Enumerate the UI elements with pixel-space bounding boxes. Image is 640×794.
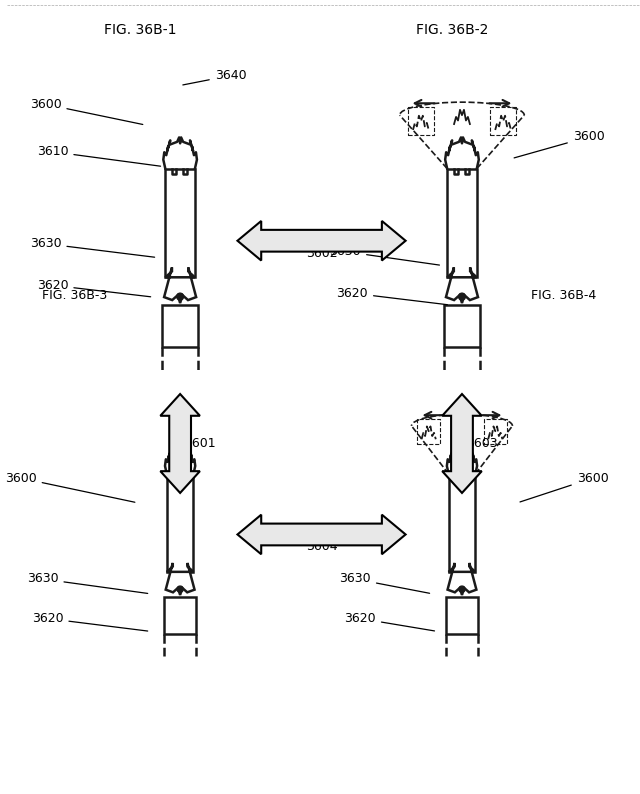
Text: FIG. 36B-3: FIG. 36B-3 [42, 289, 107, 302]
Polygon shape [449, 474, 476, 572]
Polygon shape [163, 305, 198, 346]
Text: 3630: 3630 [30, 237, 155, 257]
Polygon shape [161, 394, 200, 493]
Circle shape [177, 293, 184, 300]
Polygon shape [164, 597, 196, 634]
Polygon shape [164, 268, 196, 303]
Text: 3600: 3600 [520, 472, 609, 502]
Text: 3600: 3600 [514, 130, 605, 158]
Polygon shape [442, 394, 482, 493]
Circle shape [459, 586, 465, 592]
Polygon shape [166, 563, 195, 595]
Text: FIG. 36B-4: FIG. 36B-4 [531, 289, 596, 302]
Text: 3630: 3630 [330, 245, 440, 265]
Text: FIG. 36B-1: FIG. 36B-1 [104, 23, 177, 37]
Polygon shape [444, 305, 480, 346]
Text: 3640: 3640 [183, 69, 246, 85]
Text: 3601: 3601 [184, 437, 216, 450]
Text: 3602: 3602 [306, 247, 337, 260]
Text: 3620: 3620 [344, 612, 435, 631]
Polygon shape [165, 168, 195, 277]
Polygon shape [447, 168, 477, 277]
Text: 3610: 3610 [36, 145, 161, 166]
Text: 3630: 3630 [339, 572, 429, 593]
Text: FIG. 36B-2: FIG. 36B-2 [416, 23, 488, 37]
Text: 3604: 3604 [306, 541, 337, 553]
Text: 3600: 3600 [29, 98, 143, 125]
Polygon shape [237, 515, 406, 554]
Text: 3603: 3603 [466, 437, 497, 450]
Text: 3620: 3620 [32, 612, 148, 631]
Text: 3630: 3630 [27, 572, 148, 593]
Circle shape [177, 586, 183, 592]
Polygon shape [446, 268, 478, 303]
Polygon shape [446, 597, 478, 634]
Polygon shape [237, 221, 406, 260]
Text: 3600: 3600 [5, 472, 135, 503]
Text: 3620: 3620 [337, 287, 447, 305]
Polygon shape [447, 563, 476, 595]
Polygon shape [167, 474, 193, 572]
Circle shape [458, 293, 465, 300]
Text: 3620: 3620 [36, 279, 150, 297]
